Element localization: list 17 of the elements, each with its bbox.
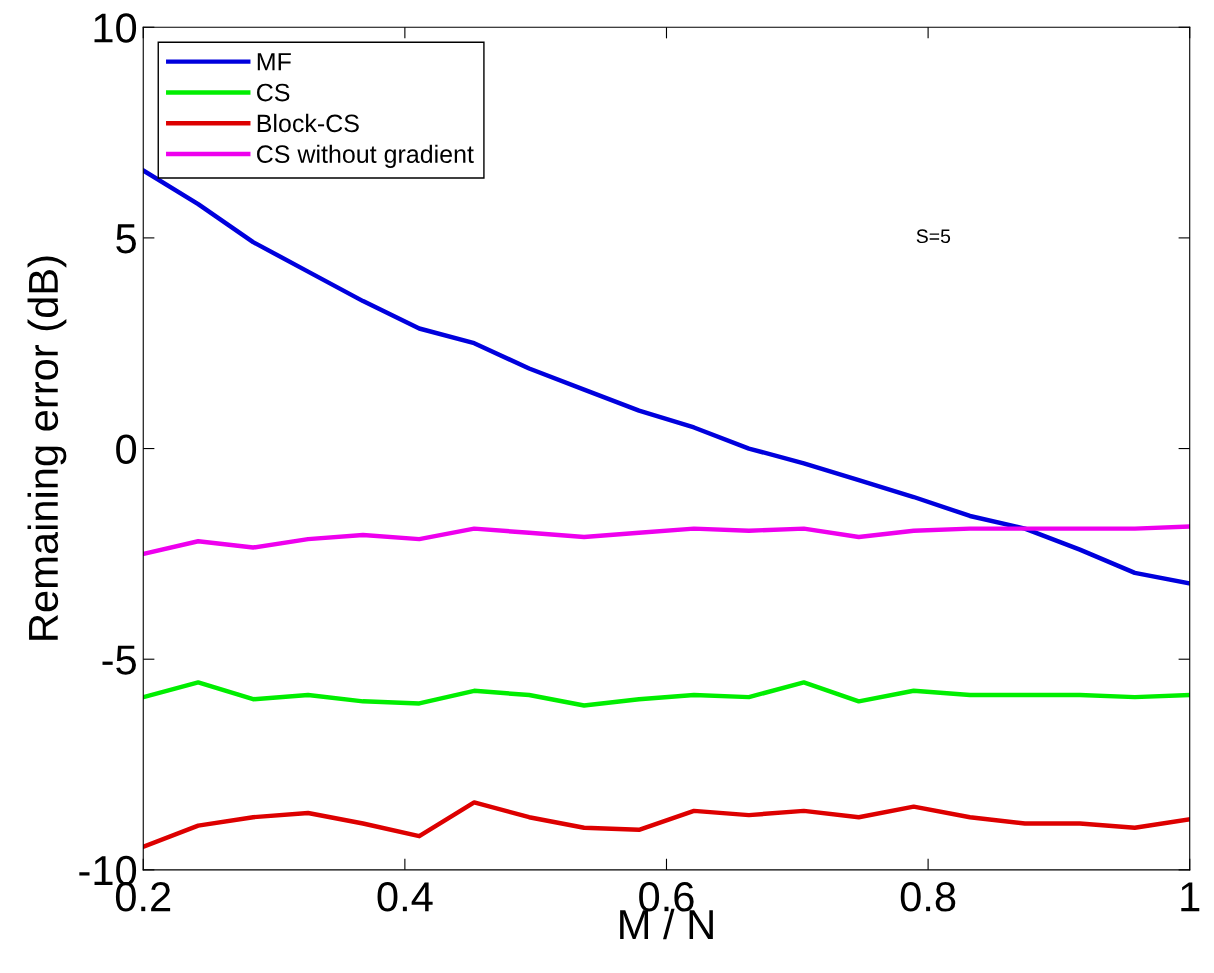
legend-label: CS without gradient	[257, 144, 474, 168]
y-tick-label: 10	[94, 13, 137, 43]
line-series	[143, 524, 1190, 557]
y-tick-label: 0	[116, 434, 137, 465]
x-tick-label: 0.8	[900, 882, 956, 912]
legend-label: MF	[257, 53, 291, 71]
line-series	[143, 800, 1190, 849]
line-series	[143, 680, 1190, 708]
y-axis-title: Remaining error (dB)	[27, 256, 67, 640]
x-tick-label: 0.4	[377, 882, 433, 912]
y-tick-label: 5	[116, 224, 136, 254]
line-series	[143, 168, 1190, 586]
legend-label: CS	[257, 83, 290, 102]
x-tick-label: 1	[1181, 882, 1200, 912]
y-tick-label: -5	[102, 645, 136, 675]
annotation: S=5	[916, 229, 951, 244]
legend-label: Block-CS	[257, 113, 359, 133]
